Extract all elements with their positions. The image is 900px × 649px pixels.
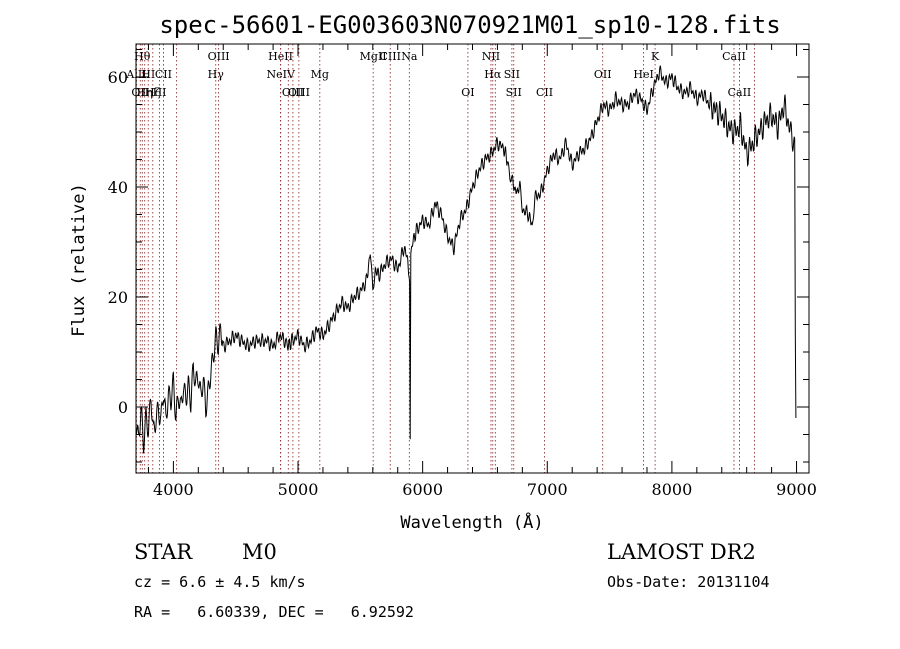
x-tick-label: 9000 (776, 480, 817, 499)
spectral-line-label: Na (401, 50, 418, 63)
y-axis-label: Flux (relative) (69, 183, 89, 337)
spectral-line-label: Mg (311, 68, 329, 81)
spectral-line-label: K (651, 50, 660, 63)
survey-name: LAMOST DR2 (607, 540, 756, 564)
spectral-line-label: CII (536, 86, 553, 99)
coordinates: RA = 6.60339, DEC = 6.92592 (134, 603, 414, 621)
spectral-line-label: HI (153, 86, 167, 99)
spectral-line-label: HI (141, 68, 155, 81)
y-tick-label: 40 (108, 178, 128, 197)
spectral-line-label: Hη (137, 86, 153, 99)
spectral-line-label: SII (504, 68, 520, 81)
x-tick-label: 8000 (652, 480, 693, 499)
object-class: STAR (134, 540, 193, 564)
plot-frame (135, 43, 810, 474)
spectral-line-label: NII (482, 50, 500, 63)
spectral-line-label: OI (461, 86, 474, 99)
y-tick-label: 60 (108, 68, 128, 87)
spectral-line-label: NeIV (266, 68, 295, 81)
spectral-line-label: OIII (288, 86, 310, 99)
x-tick-label: 7000 (527, 480, 568, 499)
y-tick-label: 20 (108, 288, 128, 307)
spectral-line-label: CII (155, 68, 172, 81)
spectral-line-label: CaII (728, 86, 752, 99)
observation-date: Obs-Date: 20131104 (607, 573, 770, 591)
spectral-line-label: CaII (722, 50, 746, 63)
x-tick-label: 6000 (402, 480, 443, 499)
flux-line (135, 65, 797, 454)
spectral-line-label: Hγ (208, 68, 225, 81)
spectral-line-label: Hζ (145, 86, 161, 99)
spectral-line-label: OII (594, 68, 612, 81)
spectral-line-label: CIII (380, 50, 401, 63)
spectral-line-label: HeI (633, 68, 653, 81)
y-tick-label: 0 (118, 398, 128, 417)
redshift-velocity: cz = 6.6 ± 4.5 km/s (134, 573, 306, 591)
spectral-line-label: Hα (484, 68, 502, 81)
x-tick-label: 5000 (278, 480, 319, 499)
flux-series (135, 65, 797, 454)
chart-title: spec-56601-EG003603N070921M01_sp10-128.f… (159, 11, 780, 39)
spectral-line-label: OIII (282, 86, 304, 99)
spectral-line-label: OIII (208, 50, 230, 63)
x-tick-label: 4000 (153, 480, 194, 499)
spectral-line-label: SII (506, 86, 522, 99)
spectral-line-label: Hθ (134, 50, 151, 63)
x-axis-label: Wavelength (Å) (400, 511, 543, 533)
axis-ticks: 4000 5000 6000 7000 8000 9000 0 20 40 60 (108, 44, 817, 499)
object-subclass: M0 (242, 540, 277, 564)
spectral-line-label: MgII (360, 50, 387, 63)
